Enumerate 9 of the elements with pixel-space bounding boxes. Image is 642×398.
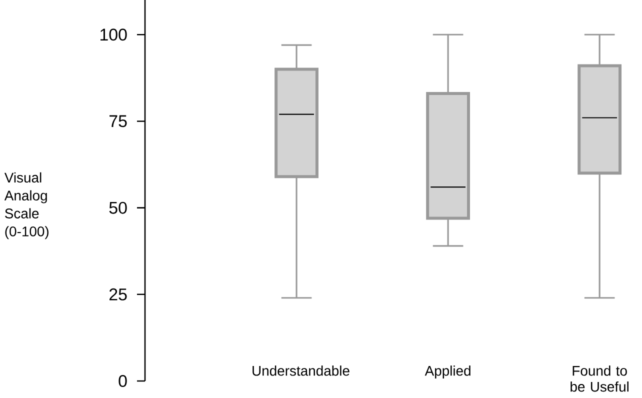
y-tick-label: 75 [110, 115, 127, 128]
x-tick-label: Found to be Useful [570, 366, 628, 392]
y-tick-label: 0 [118, 375, 127, 387]
y-tick-label: 50 [109, 202, 127, 214]
x-tick-label: Applied [424, 366, 470, 379]
y-tick-label: 25 [110, 288, 127, 300]
y-axis-title: Visual Analog Scale (0-100) [4, 172, 48, 240]
y-tick-label: 100 [100, 28, 127, 41]
x-tick-label: Understandable [252, 366, 350, 376]
